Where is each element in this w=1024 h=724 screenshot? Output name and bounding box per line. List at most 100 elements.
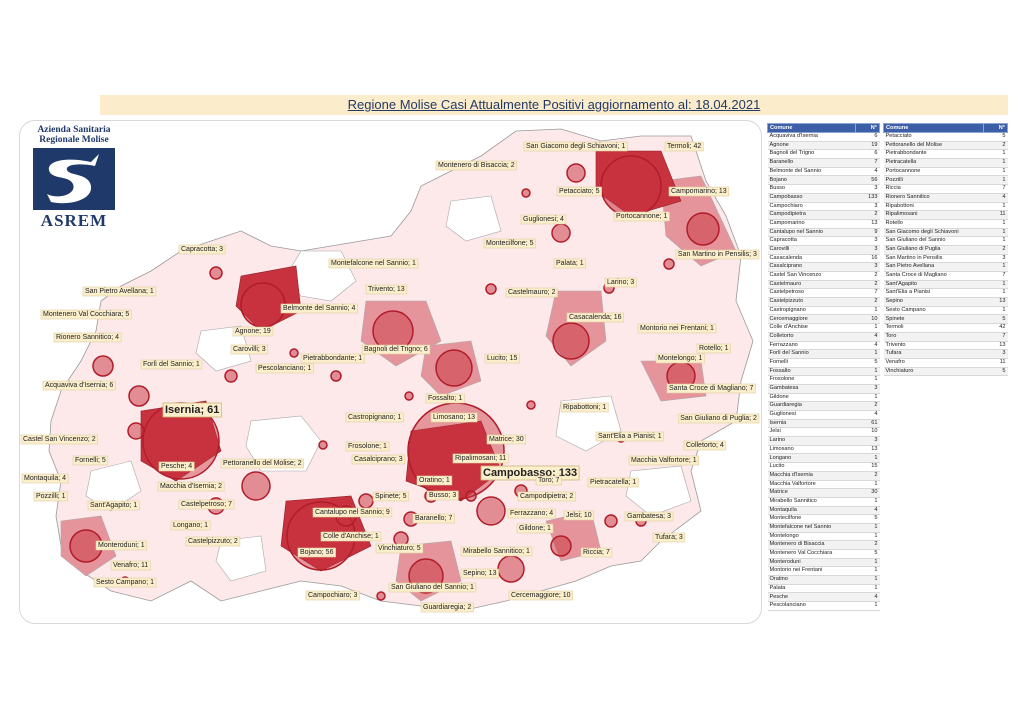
case-circle [358, 493, 374, 509]
map-label: Macchia Valfortore; 1 [631, 457, 697, 464]
cell-comune: Venafro [883, 358, 984, 368]
cell-count: 13 [983, 341, 1008, 351]
cell-comune: Sant'Elia a Pianisi [883, 288, 984, 299]
map-callout: Sepino; 13 [460, 568, 499, 579]
callout-box [20, 434, 99, 445]
map-label: Guglionesi; 4 [523, 216, 564, 223]
map-callout: Castelpetroso; 7 [178, 499, 235, 510]
callout-box [484, 353, 520, 364]
cell-count: 1 [855, 323, 880, 333]
table-row: Pettoranello del Molise 2 [883, 141, 1008, 151]
map-callout: Mirabello Sannitico; 1 [460, 546, 533, 557]
map-label: Montecilfone; 5 [486, 240, 534, 247]
callout-box [297, 547, 336, 558]
cell-count: 1 [983, 262, 1008, 272]
cell-count: 5 [855, 358, 880, 368]
table-row: Longano 1 [767, 453, 880, 464]
case-circle [92, 355, 114, 377]
map-label: Colletorto; 4 [686, 442, 724, 449]
map-callout: Pietrabbondante; 1 [300, 353, 365, 364]
cell-comune: Jelsi [767, 427, 856, 438]
map-labels: San Giacomo degli Schiavoni; 1 Termoli; 4… [20, 141, 760, 613]
map-label: Pettoranello del Molise; 2 [223, 460, 302, 467]
callout-box [516, 523, 554, 534]
map-label: Sepino; 13 [463, 570, 497, 577]
case-circle [551, 223, 571, 243]
callout-box [185, 536, 241, 547]
map-label: Pescolanciano; 1 [258, 365, 311, 372]
cell-count: 7 [983, 184, 1008, 194]
cell-comune: Isernia [767, 419, 856, 429]
table-row: Mirabello Sannitico 1 [767, 497, 880, 507]
table-row: Guglionesi 4 [767, 410, 880, 420]
map-label: Sant'Elia a Pianisi; 1 [598, 433, 662, 440]
cell-count: 3 [855, 202, 880, 212]
table-row: Ripabottoni 1 [883, 202, 1008, 212]
cell-count: 15 [855, 462, 880, 472]
zero-cases-area [215, 535, 267, 582]
callout-box [664, 141, 704, 152]
table-row: Sepino 13 [883, 297, 1008, 307]
map-label: San Martino in Pensilis; 3 [678, 251, 757, 258]
table-row: Guardiaregia 2 [767, 401, 880, 411]
cell-count: 1 [855, 575, 880, 585]
table-row: San Giacomo degli Schiavoni 1 [883, 228, 1008, 238]
map-frame: San Giacomo degli Schiavoni; 1 Termoli; 4… [19, 120, 762, 624]
table-row: Agnone 19 [767, 141, 880, 151]
cell-count: 1 [983, 149, 1008, 160]
map-label: Gambatesa; 3 [627, 513, 671, 520]
table-row: Belmonte del Sannio 4 [767, 167, 880, 177]
map-callout: Carovilli; 3 [230, 344, 269, 355]
cell-count: 7 [855, 288, 880, 299]
callout-box [140, 359, 203, 370]
cell-comune: Vinchiaturo [883, 367, 984, 377]
cell-comune: Lucito [767, 462, 856, 472]
case-circle [566, 163, 586, 183]
map-callout: Montaquila; 4 [21, 473, 69, 484]
column-header-count: N° [983, 123, 1008, 133]
cell-comune: Montaquila [767, 506, 856, 516]
cell-count: 5 [855, 514, 880, 524]
table-row: Frosolone 1 [767, 375, 880, 385]
cell-count: 5 [983, 132, 1008, 142]
map-label: Fossalto; 1 [428, 395, 462, 402]
map-callout: Santa Croce di Magliano; 7 [666, 383, 756, 394]
map-label: Rionero Sannitico; 4 [56, 334, 119, 341]
map-callout: Campochiaro; 3 [305, 590, 360, 601]
map-callout: Montenero di Bisaccia; 2 [435, 160, 518, 171]
cell-count: 56 [855, 175, 880, 186]
map-callout: Baranello; 7 [412, 513, 455, 524]
callout-box [40, 309, 132, 320]
cell-count: 7 [855, 158, 880, 168]
cell-count: 1 [983, 158, 1008, 168]
map-label: Toro; 7 [538, 477, 560, 484]
case-circle [127, 422, 145, 440]
map-callout: Busso; 3 [426, 490, 459, 501]
map-callout: Sant'Agapito; 1 [87, 500, 140, 511]
table-row: Campobasso 133 [767, 193, 880, 203]
table-row: Spinete 5 [883, 314, 1008, 325]
map-callout: Bojano; 56 [297, 547, 336, 558]
callout-box [412, 513, 455, 524]
cell-comune: Rotello [883, 219, 984, 229]
callout-box [42, 380, 116, 391]
map-label: Oratino; 1 [419, 477, 450, 484]
zero-cases-area [245, 415, 322, 472]
cell-count: 6 [855, 132, 880, 142]
cell-comune: Baranello [767, 158, 856, 168]
callout-box [158, 461, 195, 472]
cell-comune: Frosolone [767, 375, 856, 385]
callout-box [675, 249, 760, 260]
cell-count: 3 [855, 384, 880, 394]
map-callout: Venafro; 11 [110, 560, 151, 571]
cell-comune: Santa Croce di Magliano [883, 271, 984, 281]
callout-box [328, 258, 419, 269]
table-row: Pozzilli 1 [883, 175, 1008, 186]
map-callout: Montecilfone; 5 [483, 238, 536, 249]
callout-box [232, 326, 274, 337]
table-row: Busso 3 [767, 184, 880, 194]
map-label: Casacalenda; 16 [569, 314, 622, 321]
cell-comune: Castropignano [767, 306, 856, 316]
cell-count: 2 [855, 471, 880, 481]
map-callout: Belmonte del Sannio; 4 [280, 303, 358, 314]
